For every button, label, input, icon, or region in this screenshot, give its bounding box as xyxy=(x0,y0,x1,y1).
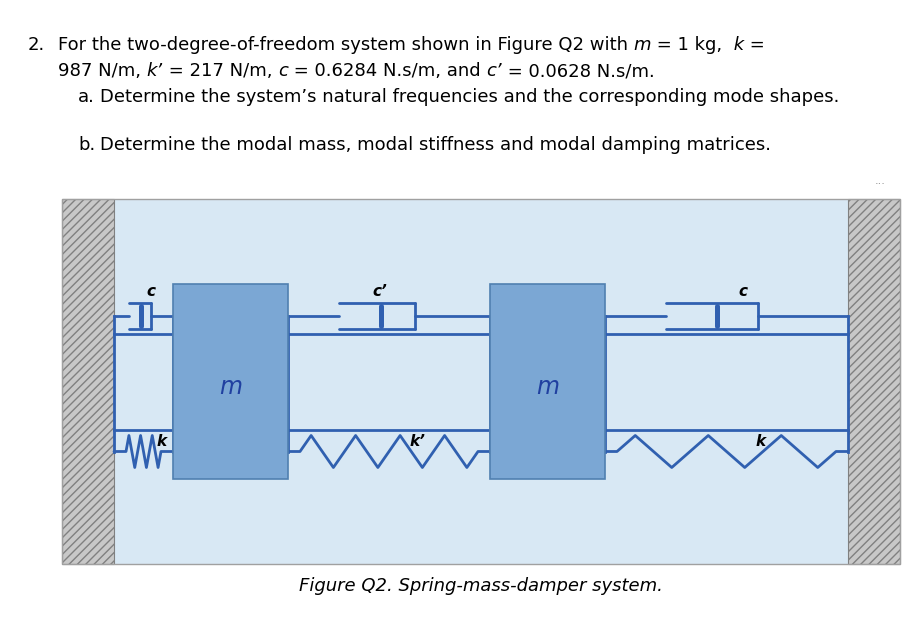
Text: k’: k’ xyxy=(409,434,425,450)
Text: = 0.0628 N.s/m.: = 0.0628 N.s/m. xyxy=(502,62,655,80)
Bar xyxy=(62,199,900,564)
Text: = 217 N/m,: = 217 N/m, xyxy=(163,62,278,80)
Text: k: k xyxy=(756,434,766,450)
Text: k: k xyxy=(156,434,166,450)
Text: = 0.6284 N.s/m, and: = 0.6284 N.s/m, and xyxy=(288,62,486,80)
Text: Figure Q2. Spring-mass-damper system.: Figure Q2. Spring-mass-damper system. xyxy=(299,577,663,595)
Text: c’: c’ xyxy=(373,285,387,299)
Bar xyxy=(62,199,114,564)
Text: Determine the modal mass, modal stiffness and modal damping matrices.: Determine the modal mass, modal stiffnes… xyxy=(100,136,771,154)
Text: a.: a. xyxy=(78,88,95,106)
Text: 987 N/m,: 987 N/m, xyxy=(58,62,147,80)
Bar xyxy=(848,199,900,564)
Text: c: c xyxy=(278,62,288,80)
Bar xyxy=(62,199,114,564)
Bar xyxy=(62,199,900,564)
Text: c: c xyxy=(146,285,155,299)
Text: m: m xyxy=(634,36,651,54)
Text: For the two-degree-of-freedom system shown in Figure Q2 with: For the two-degree-of-freedom system sho… xyxy=(58,36,634,54)
Bar xyxy=(490,284,605,479)
Text: k’: k’ xyxy=(147,62,163,80)
Bar xyxy=(848,199,900,564)
Text: ···: ··· xyxy=(875,179,886,189)
Bar xyxy=(173,284,288,479)
Text: k: k xyxy=(728,36,744,54)
Text: Determine the system’s natural frequencies and the corresponding mode shapes.: Determine the system’s natural frequenci… xyxy=(100,88,839,106)
Text: c: c xyxy=(738,285,748,299)
Text: b.: b. xyxy=(78,136,95,154)
Text: m: m xyxy=(219,375,242,399)
Text: = 1 kg,: = 1 kg, xyxy=(651,36,728,54)
Text: 2.: 2. xyxy=(28,36,45,54)
Text: m: m xyxy=(536,375,559,399)
Text: c’: c’ xyxy=(486,62,502,80)
Text: =: = xyxy=(744,36,765,54)
